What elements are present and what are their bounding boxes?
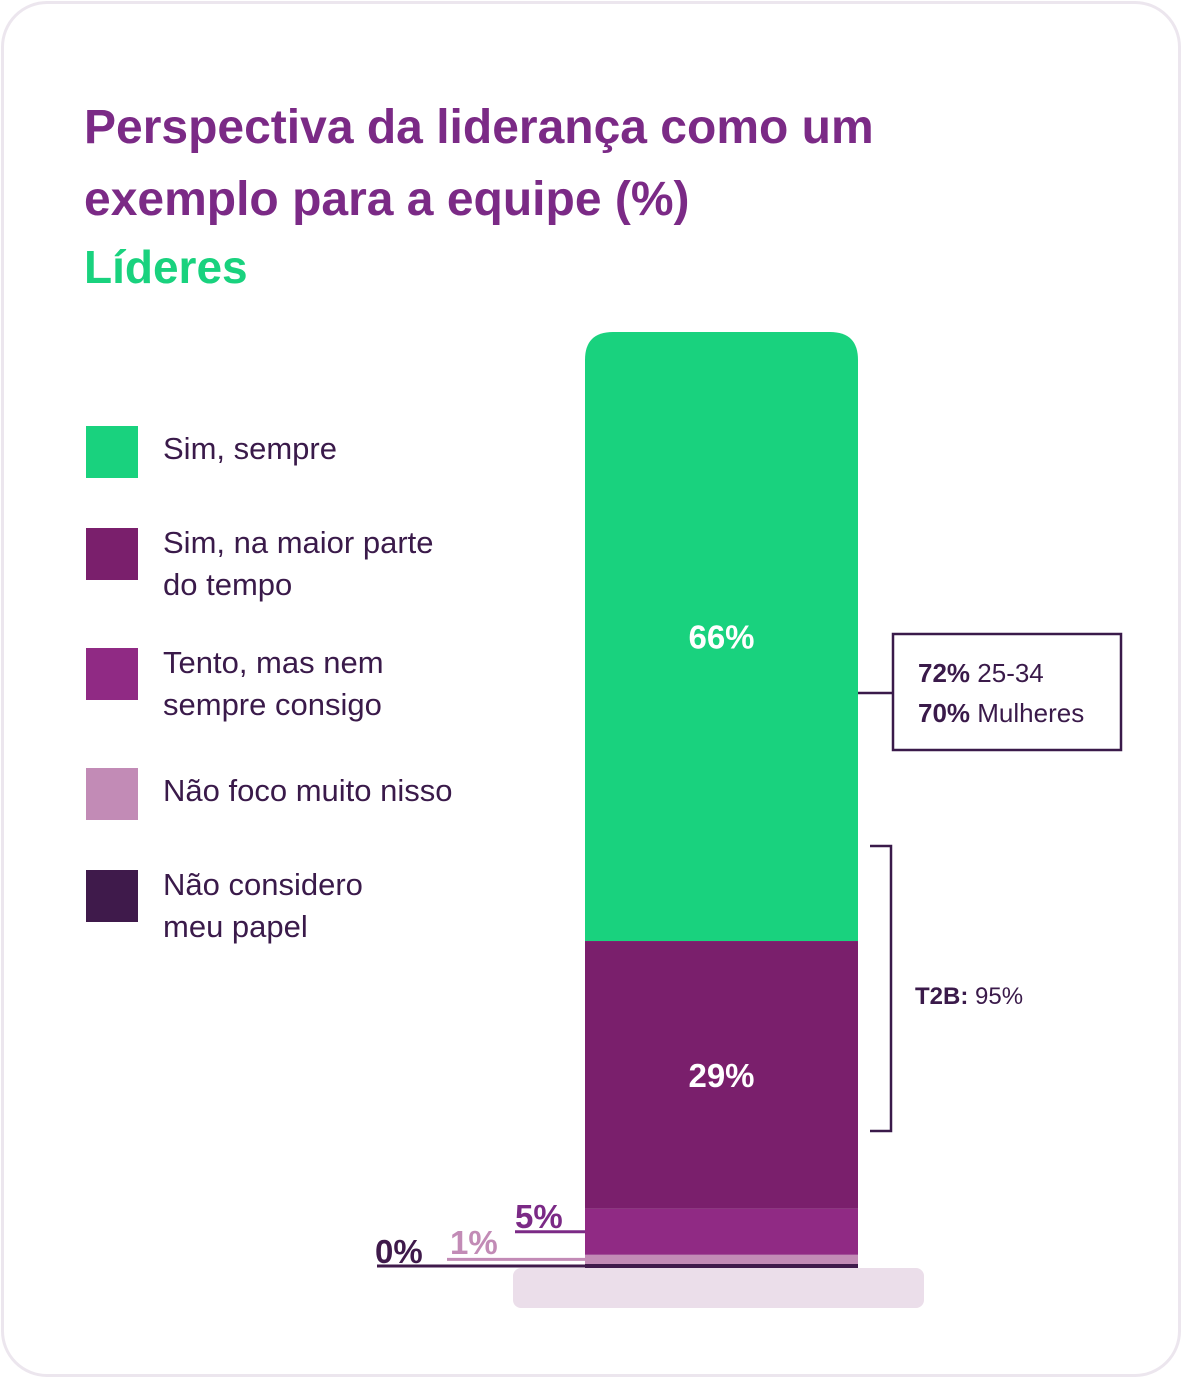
bar-value-label: 29% [688,1057,754,1094]
chart-base [513,1268,924,1308]
bar-segment [585,1254,858,1264]
chart-title: Perspectiva da liderança como um exemplo… [84,101,874,226]
legend-swatch [86,426,138,478]
bar-segment [585,1264,858,1268]
legend-label: Sim, sempre [163,431,337,466]
bar-segment [585,1208,858,1255]
callout-box [891,632,1123,752]
legend-label: Tento, mas nem sempre consigo [163,645,384,722]
legend-swatch [86,528,138,580]
legend-label: Não considero meu papel [163,867,363,944]
callout-line: 72% 25-34 [918,658,1044,688]
bar-value-label: 1% [450,1224,498,1261]
bar-value-label: 5% [515,1198,563,1235]
bar-segment [585,332,858,942]
t2b-label: T2B: 95% [915,983,1023,1010]
legend-label: Sim, na maior parte do tempo [163,525,434,602]
legend-swatch [86,768,138,820]
legend-swatch [86,648,138,700]
chart-subtitle: Líderes [84,241,248,293]
bar-value-label: 66% [688,619,754,656]
legend-label: Não foco muito nisso [163,773,453,808]
bar-value-label: 0% [375,1233,423,1270]
callout-line: 70% Mulheres [918,698,1084,728]
legend-swatch [86,870,138,922]
t2b-bracket [870,844,893,1133]
bar-segment [585,941,858,1209]
